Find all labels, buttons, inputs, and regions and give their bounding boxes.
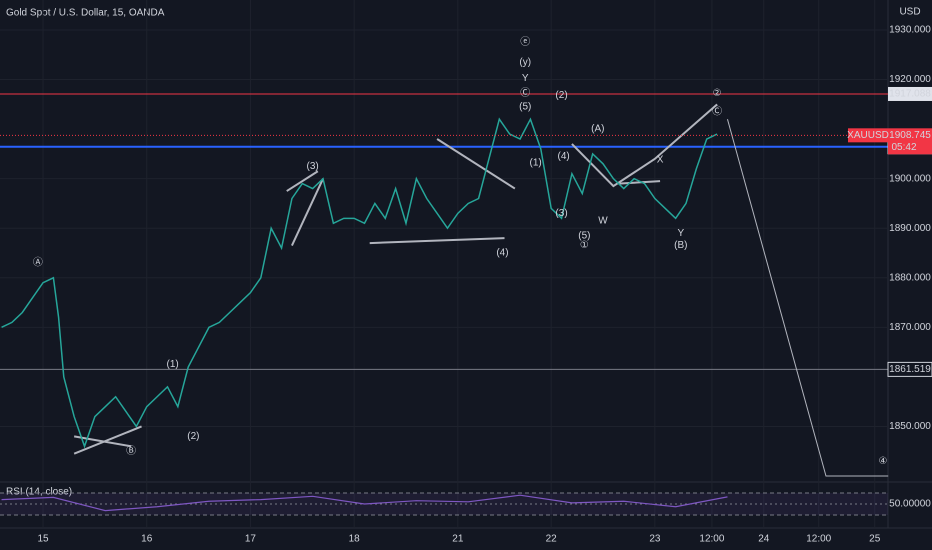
- wave-label: (1): [530, 157, 542, 168]
- price-line: [1, 117, 718, 449]
- wave-label: ⓔ: [520, 36, 530, 48]
- y-tick-label: 1870.000: [889, 322, 931, 333]
- x-tick-label: 25: [869, 534, 881, 545]
- last-price-label: 1908.745: [889, 130, 931, 141]
- wave-label: (3): [307, 161, 319, 172]
- x-tick-label: 21: [452, 534, 464, 545]
- trend-drawing: [369, 237, 505, 245]
- trend-drawing: [726, 119, 889, 477]
- trend-drawing: [73, 425, 142, 455]
- rsi-band: [0, 493, 888, 515]
- wave-label: (2): [555, 90, 567, 101]
- x-tick-label: 12:00: [806, 534, 831, 545]
- rsi-tick-label: 50.00000: [889, 499, 931, 510]
- currency: USD: [899, 7, 920, 18]
- price-level-tag: [887, 361, 932, 377]
- wave-label: Y: [677, 228, 684, 239]
- y-tick-label: 1890.000: [889, 223, 931, 234]
- wave-label: (2): [187, 431, 199, 442]
- rsi-line: [1, 494, 728, 512]
- price-level-label: 1917.088: [889, 89, 931, 100]
- x-tick-label: 17: [245, 534, 257, 545]
- wave-label: (1): [167, 359, 179, 370]
- x-tick-label: 16: [141, 534, 153, 545]
- x-tick-label: 22: [546, 534, 558, 545]
- x-tick-label: 23: [649, 534, 661, 545]
- symbol-tag: [848, 128, 888, 143]
- x-tick-label: 12:00: [699, 534, 724, 545]
- price-level-label: 1861.519: [889, 364, 931, 375]
- x-tick-label: 24: [758, 534, 770, 545]
- wave-label: (3): [555, 208, 567, 219]
- chart-title: Gold Spot / U.S. Dollar, 15, OANDA: [6, 8, 165, 19]
- wave-label: Ⓐ: [33, 257, 43, 269]
- x-tick-label: 15: [37, 534, 49, 545]
- wave-label: Y: [522, 73, 529, 84]
- price-level-tag: [888, 86, 932, 101]
- y-tick-label: 1930.000: [889, 25, 931, 36]
- trend-drawing: [571, 103, 718, 188]
- wave-label: (5): [519, 101, 531, 112]
- trend-drawing: [286, 170, 319, 192]
- wave-label: W: [598, 215, 608, 226]
- x-tick-label: 18: [349, 534, 361, 545]
- y-tick-label: 1880.000: [889, 272, 931, 283]
- wave-label: Ⓒ: [520, 87, 530, 99]
- wave-label: (4): [558, 151, 570, 162]
- wave-label: (y): [519, 57, 531, 68]
- trend-drawing: [618, 180, 661, 185]
- wave-label: Ⓑ: [126, 445, 136, 457]
- wave-label: (B): [674, 240, 687, 251]
- y-tick-label: 1850.000: [889, 421, 931, 432]
- wave-label: ①: [580, 240, 589, 251]
- symbol-label: XAUUSD: [847, 130, 889, 141]
- y-tick-label: 1900.000: [889, 173, 931, 184]
- wave-label: ④: [879, 456, 888, 467]
- wave-label: (4): [496, 248, 508, 259]
- wave-label: ②: [713, 88, 722, 99]
- wave-label: (A): [591, 124, 604, 135]
- countdown: 05:42: [891, 142, 916, 153]
- wave-label: (5): [578, 230, 590, 241]
- y-tick-label: 1920.000: [889, 74, 931, 85]
- wave-label: X: [657, 154, 664, 165]
- rsi-title: RSI (14, close): [6, 487, 72, 498]
- trend-drawing: [291, 178, 324, 246]
- wave-label: Ⓒ: [712, 105, 722, 117]
- trend-drawing: [436, 138, 516, 190]
- last-price-tag: [888, 128, 932, 155]
